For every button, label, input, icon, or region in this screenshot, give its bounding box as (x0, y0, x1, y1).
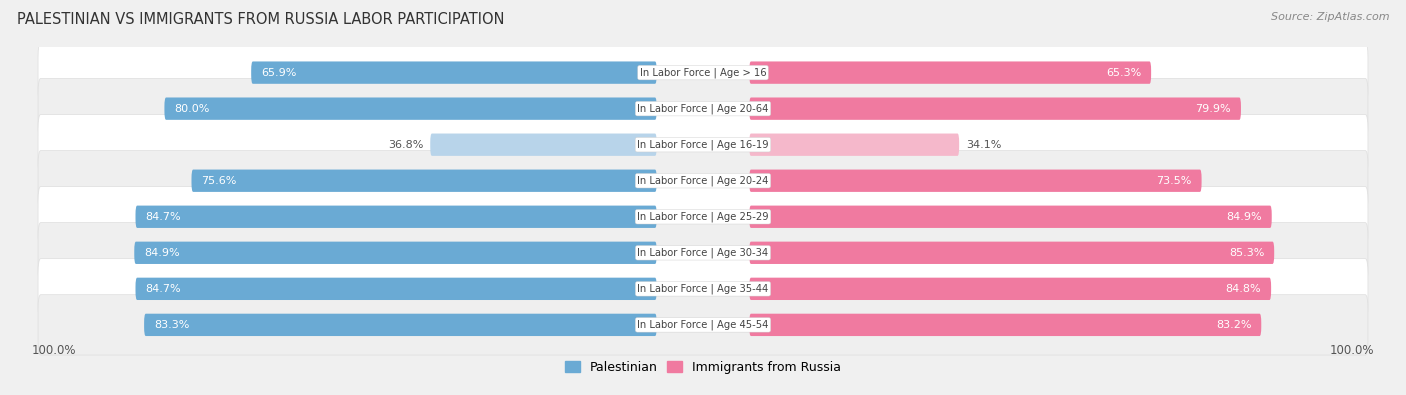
FancyBboxPatch shape (165, 98, 657, 120)
Text: 80.0%: 80.0% (174, 103, 209, 114)
FancyBboxPatch shape (135, 205, 657, 228)
Text: 84.9%: 84.9% (145, 248, 180, 258)
Text: 79.9%: 79.9% (1195, 103, 1232, 114)
Text: 65.3%: 65.3% (1107, 68, 1142, 78)
FancyBboxPatch shape (38, 150, 1368, 211)
FancyBboxPatch shape (749, 205, 1272, 228)
Text: 85.3%: 85.3% (1229, 248, 1264, 258)
Text: 84.7%: 84.7% (145, 212, 181, 222)
Text: 84.7%: 84.7% (145, 284, 181, 294)
Text: In Labor Force | Age 30-34: In Labor Force | Age 30-34 (637, 248, 769, 258)
Text: 36.8%: 36.8% (388, 140, 423, 150)
FancyBboxPatch shape (749, 134, 959, 156)
Text: In Labor Force | Age 16-19: In Labor Force | Age 16-19 (637, 139, 769, 150)
FancyBboxPatch shape (749, 62, 1152, 84)
FancyBboxPatch shape (38, 43, 1368, 103)
FancyBboxPatch shape (749, 169, 1202, 192)
FancyBboxPatch shape (143, 314, 657, 336)
FancyBboxPatch shape (38, 186, 1368, 247)
FancyBboxPatch shape (749, 314, 1261, 336)
FancyBboxPatch shape (749, 242, 1274, 264)
Text: In Labor Force | Age 35-44: In Labor Force | Age 35-44 (637, 284, 769, 294)
Text: 34.1%: 34.1% (966, 140, 1001, 150)
Text: 100.0%: 100.0% (1330, 344, 1375, 357)
Text: 84.9%: 84.9% (1226, 212, 1261, 222)
Text: In Labor Force | Age 20-24: In Labor Force | Age 20-24 (637, 175, 769, 186)
FancyBboxPatch shape (38, 223, 1368, 283)
FancyBboxPatch shape (191, 169, 657, 192)
Text: 100.0%: 100.0% (31, 344, 76, 357)
Text: In Labor Force | Age 25-29: In Labor Force | Age 25-29 (637, 211, 769, 222)
Legend: Palestinian, Immigrants from Russia: Palestinian, Immigrants from Russia (565, 361, 841, 374)
Text: 83.2%: 83.2% (1216, 320, 1251, 330)
Text: 73.5%: 73.5% (1156, 176, 1192, 186)
FancyBboxPatch shape (38, 115, 1368, 175)
Text: In Labor Force | Age 45-54: In Labor Force | Age 45-54 (637, 320, 769, 330)
FancyBboxPatch shape (749, 98, 1241, 120)
Text: PALESTINIAN VS IMMIGRANTS FROM RUSSIA LABOR PARTICIPATION: PALESTINIAN VS IMMIGRANTS FROM RUSSIA LA… (17, 12, 505, 27)
FancyBboxPatch shape (38, 295, 1368, 355)
Text: 75.6%: 75.6% (201, 176, 236, 186)
Text: In Labor Force | Age > 16: In Labor Force | Age > 16 (640, 68, 766, 78)
FancyBboxPatch shape (749, 278, 1271, 300)
Text: 83.3%: 83.3% (155, 320, 190, 330)
Text: Source: ZipAtlas.com: Source: ZipAtlas.com (1271, 12, 1389, 22)
FancyBboxPatch shape (430, 134, 657, 156)
Text: 65.9%: 65.9% (262, 68, 297, 78)
FancyBboxPatch shape (134, 242, 657, 264)
Text: In Labor Force | Age 20-64: In Labor Force | Age 20-64 (637, 103, 769, 114)
FancyBboxPatch shape (135, 278, 657, 300)
Text: 84.8%: 84.8% (1226, 284, 1261, 294)
FancyBboxPatch shape (38, 259, 1368, 319)
FancyBboxPatch shape (38, 79, 1368, 139)
FancyBboxPatch shape (252, 62, 657, 84)
